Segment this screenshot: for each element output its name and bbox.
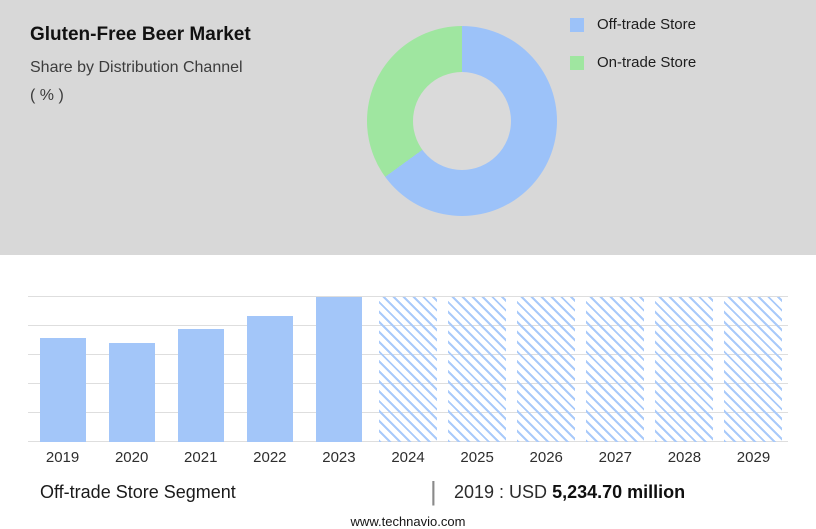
- donut-hole: [413, 72, 511, 170]
- value-prefix: 2019 : USD: [454, 482, 548, 502]
- x-label-2029: 2029: [736, 449, 771, 466]
- bar-chart: [28, 296, 788, 442]
- legend: Off-trade Store On-trade Store: [570, 16, 696, 92]
- bar-column-2025: [443, 296, 512, 442]
- value-amount: 5,234.70 million: [552, 482, 686, 502]
- x-label-2027: 2027: [598, 449, 632, 466]
- donut-chart: [367, 26, 557, 216]
- x-label-2025: 2025: [460, 449, 494, 466]
- x-label-2022: 2022: [253, 449, 287, 466]
- forecast-bar-2028: [655, 297, 714, 442]
- x-label-2026: 2026: [529, 449, 563, 466]
- legend-swatch: [570, 55, 584, 70]
- forecast-bar-2026: [517, 297, 576, 442]
- bar-2019: [39, 338, 86, 442]
- forecast-bar-2027: [586, 297, 645, 442]
- x-label-2020: 2020: [114, 449, 149, 466]
- x-axis-labels: 2019 2020 2021 2022 2023 2024 2025 2026 2027 2028…: [28, 449, 788, 466]
- legend-swatch: [570, 17, 584, 32]
- x-label-2024: 2024: [391, 449, 425, 466]
- website-label: www.technavio.com: [350, 514, 466, 529]
- legend-label: On-trade Store: [597, 54, 697, 71]
- segment-label: Off-trade Store Segment: [40, 482, 236, 502]
- bar-column-2024: [373, 296, 442, 442]
- bar-column-2027: [581, 296, 650, 442]
- separator: |: [430, 476, 437, 506]
- bar-2022: [246, 316, 293, 442]
- footer-row: Off-trade Store Segment | 2019 : USD 5,2…: [0, 476, 816, 514]
- bar-2020: [108, 343, 155, 442]
- bar-column-2023: [304, 296, 373, 442]
- forecast-bar-2024: [379, 297, 438, 442]
- unit-label: ( % ): [30, 87, 64, 104]
- bar-2021: [177, 329, 224, 442]
- bar-column-2021: [166, 296, 235, 442]
- bar-column-2029: [719, 296, 788, 442]
- legend-label: Off-trade Store: [597, 16, 696, 33]
- x-label-2019: 2019: [45, 449, 80, 466]
- subtitle: Share by Distribution Channel: [30, 59, 243, 76]
- bar-column-2026: [512, 296, 581, 442]
- x-label-2023: 2023: [322, 449, 356, 466]
- x-label-2028: 2028: [667, 449, 702, 466]
- legend-item-off-trade-store: Off-trade Store: [570, 16, 696, 33]
- segment-value: 2019 : USD 5,234.70 million: [454, 482, 685, 503]
- x-label-2021: 2021: [184, 449, 218, 466]
- forecast-bar-2025: [448, 297, 507, 442]
- bar-column-2019: [28, 296, 97, 442]
- bar-column-2020: [97, 296, 166, 442]
- bar-column-2028: [650, 296, 719, 442]
- bar-series: [28, 296, 788, 442]
- title-block: Gluten-Free Beer Market Share by Distrib…: [30, 24, 330, 110]
- page-title: Gluten-Free Beer Market: [30, 24, 251, 45]
- bar-2023: [315, 297, 362, 442]
- header-section: Gluten-Free Beer Market Share by Distrib…: [0, 0, 816, 255]
- legend-item-on-trade-store: On-trade Store: [570, 54, 696, 71]
- forecast-bar-2029: [724, 297, 783, 442]
- bar-column-2022: [235, 296, 304, 442]
